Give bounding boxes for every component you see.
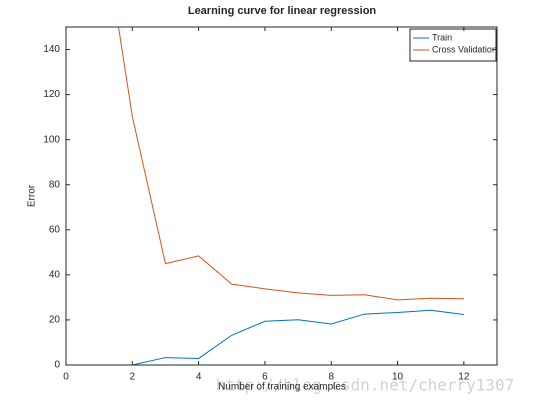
x-tick-label: 4	[196, 372, 202, 383]
x-tick-label: 10	[392, 372, 404, 383]
y-tick-label: 0	[54, 360, 60, 371]
y-tick-label: 140	[43, 44, 60, 55]
y-tick-label: 60	[49, 224, 61, 235]
x-axis-label: Number of training examples	[218, 382, 346, 393]
x-tick-label: 12	[458, 372, 470, 383]
y-tick-label: 40	[49, 270, 61, 281]
line-series	[99, 309, 464, 365]
legend-box	[409, 28, 497, 62]
legend: Train Cross Validation	[409, 28, 497, 62]
line-series	[118, 27, 464, 301]
x-tick-label: 0	[63, 372, 69, 383]
y-tick-label: 120	[43, 89, 60, 100]
legend-label: Cross Validation	[432, 44, 497, 54]
axes-box	[65, 26, 498, 366]
y-axis-label: Error	[27, 184, 38, 207]
y-tick-label: 20	[49, 315, 61, 326]
x-tick-label: 8	[328, 372, 334, 383]
x-tick-label: 6	[262, 372, 268, 383]
x-tick-label: 2	[130, 372, 136, 383]
plot-area	[99, 27, 464, 365]
watermark: http://blog.csdn.net/cherry1307	[216, 376, 515, 395]
y-tick-label: 80	[49, 179, 61, 190]
chart-title: Learning curve for linear regression	[188, 5, 377, 17]
legend-label: Train	[432, 32, 452, 42]
y-tick-label: 100	[43, 134, 60, 145]
